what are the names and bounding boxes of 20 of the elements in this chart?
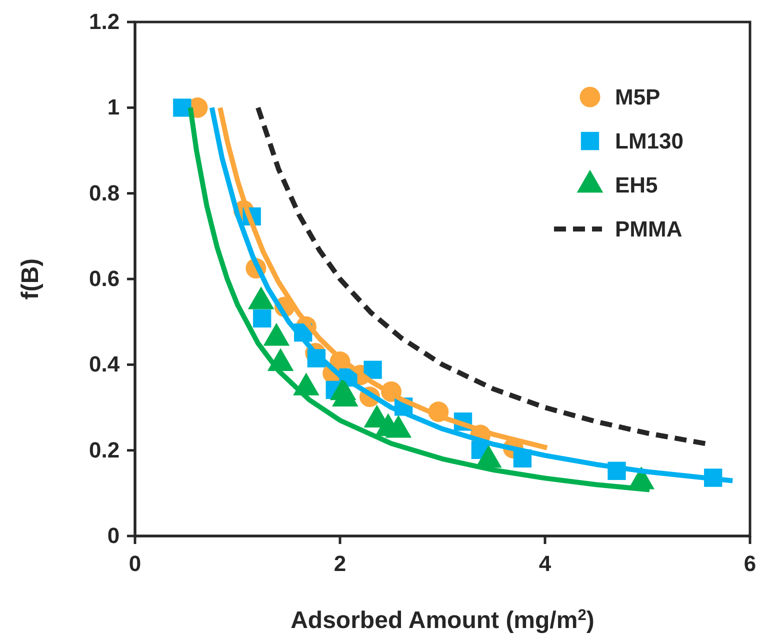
legend-label: EH5 <box>615 172 658 198</box>
legend-label: PMMA <box>615 216 682 242</box>
legend-label: M5P <box>615 84 660 110</box>
y-tick-label: 1 <box>107 94 120 120</box>
y-axis-title: f(B) <box>17 258 44 300</box>
x-tick-label: 0 <box>128 551 142 576</box>
y-tick-label: 1.2 <box>89 9 120 34</box>
x-tick-label: 4 <box>538 551 552 576</box>
y-tick-label: 0 <box>107 523 120 548</box>
x-axis-title: Adsorbed Amount (mg/m$^{2}$) <box>290 606 594 634</box>
point <box>253 309 272 328</box>
point <box>173 98 192 117</box>
y-tick-label: 0.8 <box>89 180 120 206</box>
y-tick-label: 0.2 <box>89 437 120 462</box>
x-tick-label: 2 <box>334 551 346 576</box>
x-tick-label: 6 <box>744 551 756 576</box>
y-tick-label: 0.4 <box>89 352 120 377</box>
y-tick-label: 0.6 <box>89 266 120 292</box>
point <box>364 360 382 379</box>
legend-label: LM130 <box>615 128 684 154</box>
